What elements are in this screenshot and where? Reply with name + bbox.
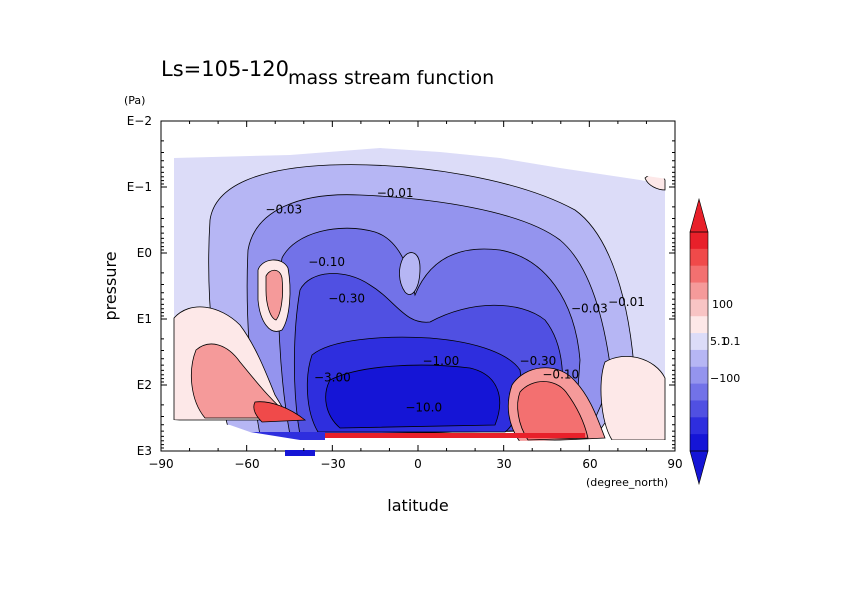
x-axis-label: latitude — [387, 496, 448, 515]
colorbar-segment — [690, 383, 708, 401]
x-tick-label: 90 — [667, 457, 682, 471]
region-surface-strip — [325, 433, 585, 438]
region-south-positive-core — [253, 401, 307, 423]
colorbar-segment — [690, 434, 708, 452]
contour-label: −0.01 — [608, 295, 645, 309]
contour-label: −0.03 — [265, 202, 302, 216]
colorbar-segment — [690, 248, 708, 267]
y-tick-label: E2 — [137, 378, 152, 392]
x-tick-label: −60 — [234, 457, 259, 471]
y-axis: E−2 E−1 E0 E1 E2 E3 pressure — [101, 114, 152, 458]
region-minus-1000 — [325, 364, 501, 429]
colorbar-label: 100 — [712, 298, 733, 311]
region-south-positive — [191, 343, 294, 419]
y-tick-label: E1 — [137, 312, 152, 326]
colorbar-segment — [690, 265, 708, 284]
colorbar-segment — [690, 400, 708, 418]
y-unit-label: (Pa) — [124, 94, 145, 107]
contour-label: −10.0 — [405, 400, 442, 414]
colorbar-segment — [690, 417, 708, 435]
colorbar-segments — [690, 232, 708, 452]
x-tick-label: −90 — [148, 457, 173, 471]
contour-label: −3.00 — [314, 371, 351, 385]
x-tick-label: 30 — [496, 457, 511, 471]
x-axis: −90 −60 −30 0 30 60 90 (degree_north) la… — [148, 457, 682, 515]
region-north-positive-core — [517, 381, 589, 441]
x-tick-label: −30 — [320, 457, 345, 471]
y-tick-label: E0 — [137, 246, 152, 260]
contour-fill-group — [173, 148, 666, 443]
colorbar: 100 5.1 0.1 −100 — [689, 197, 741, 486]
colorbar-label: 0.1 — [723, 335, 741, 348]
tick-marks — [160, 120, 676, 452]
y-tick-label: E3 — [137, 444, 152, 458]
colorbar-frame — [689, 231, 709, 452]
colorbar-label: 5.1 — [710, 335, 728, 348]
contour-label: −0.30 — [520, 354, 557, 368]
contour-label: −0.10 — [542, 367, 579, 381]
contour-label: −1.00 — [422, 354, 459, 368]
y-tick-label: E−1 — [127, 180, 152, 194]
colorbar-segment — [690, 366, 708, 385]
colorbar-segment — [690, 282, 708, 300]
chart-header: Ls=105-120 — [161, 57, 289, 81]
region-eye-low — [399, 252, 421, 295]
contour-label: −0.03 — [571, 301, 608, 315]
contour-label: −0.10 — [308, 255, 345, 269]
colorbar-segment — [690, 349, 708, 368]
y-axis-label: pressure — [101, 251, 120, 320]
region-surface-strip-west — [250, 432, 325, 440]
colorbar-segment — [690, 316, 708, 334]
colorbar-segment — [690, 232, 708, 250]
x-tick-label: 0 — [414, 457, 422, 471]
region-south-upper-core — [265, 269, 284, 321]
chart-title: mass stream function — [288, 67, 494, 89]
topography-mask — [162, 122, 674, 456]
x-tick-label: 60 — [582, 457, 597, 471]
region-north-positive-outer — [600, 355, 666, 441]
colorbar-segment — [690, 333, 708, 351]
x-unit-label: (degree_north) — [586, 476, 668, 489]
y-tick-label: E−2 — [127, 114, 152, 128]
colorbar-segment — [690, 299, 708, 317]
colorbar-bottom-arrow — [689, 450, 709, 486]
contour-labels: −0.01−0.03−0.10−0.30−1.00−3.00−10.0−0.30… — [265, 186, 644, 415]
colorbar-label: −100 — [710, 372, 740, 385]
contour-label: −0.30 — [328, 292, 365, 306]
contour-label: −0.01 — [377, 186, 414, 200]
colorbar-top-arrow — [689, 197, 709, 233]
